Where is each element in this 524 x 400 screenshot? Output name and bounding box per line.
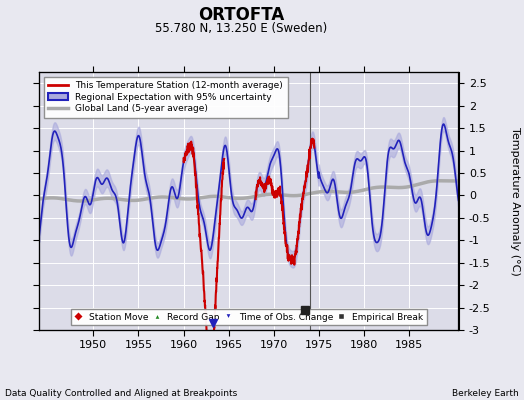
Legend: Station Move, Record Gap, Time of Obs. Change, Empirical Break: Station Move, Record Gap, Time of Obs. C… (71, 309, 427, 326)
Text: Data Quality Controlled and Aligned at Breakpoints: Data Quality Controlled and Aligned at B… (5, 389, 237, 398)
Text: ORTOFTA: ORTOFTA (198, 6, 284, 24)
Y-axis label: Temperature Anomaly (°C): Temperature Anomaly (°C) (510, 127, 520, 275)
Text: Berkeley Earth: Berkeley Earth (452, 389, 519, 398)
Text: 55.780 N, 13.250 E (Sweden): 55.780 N, 13.250 E (Sweden) (155, 22, 327, 35)
